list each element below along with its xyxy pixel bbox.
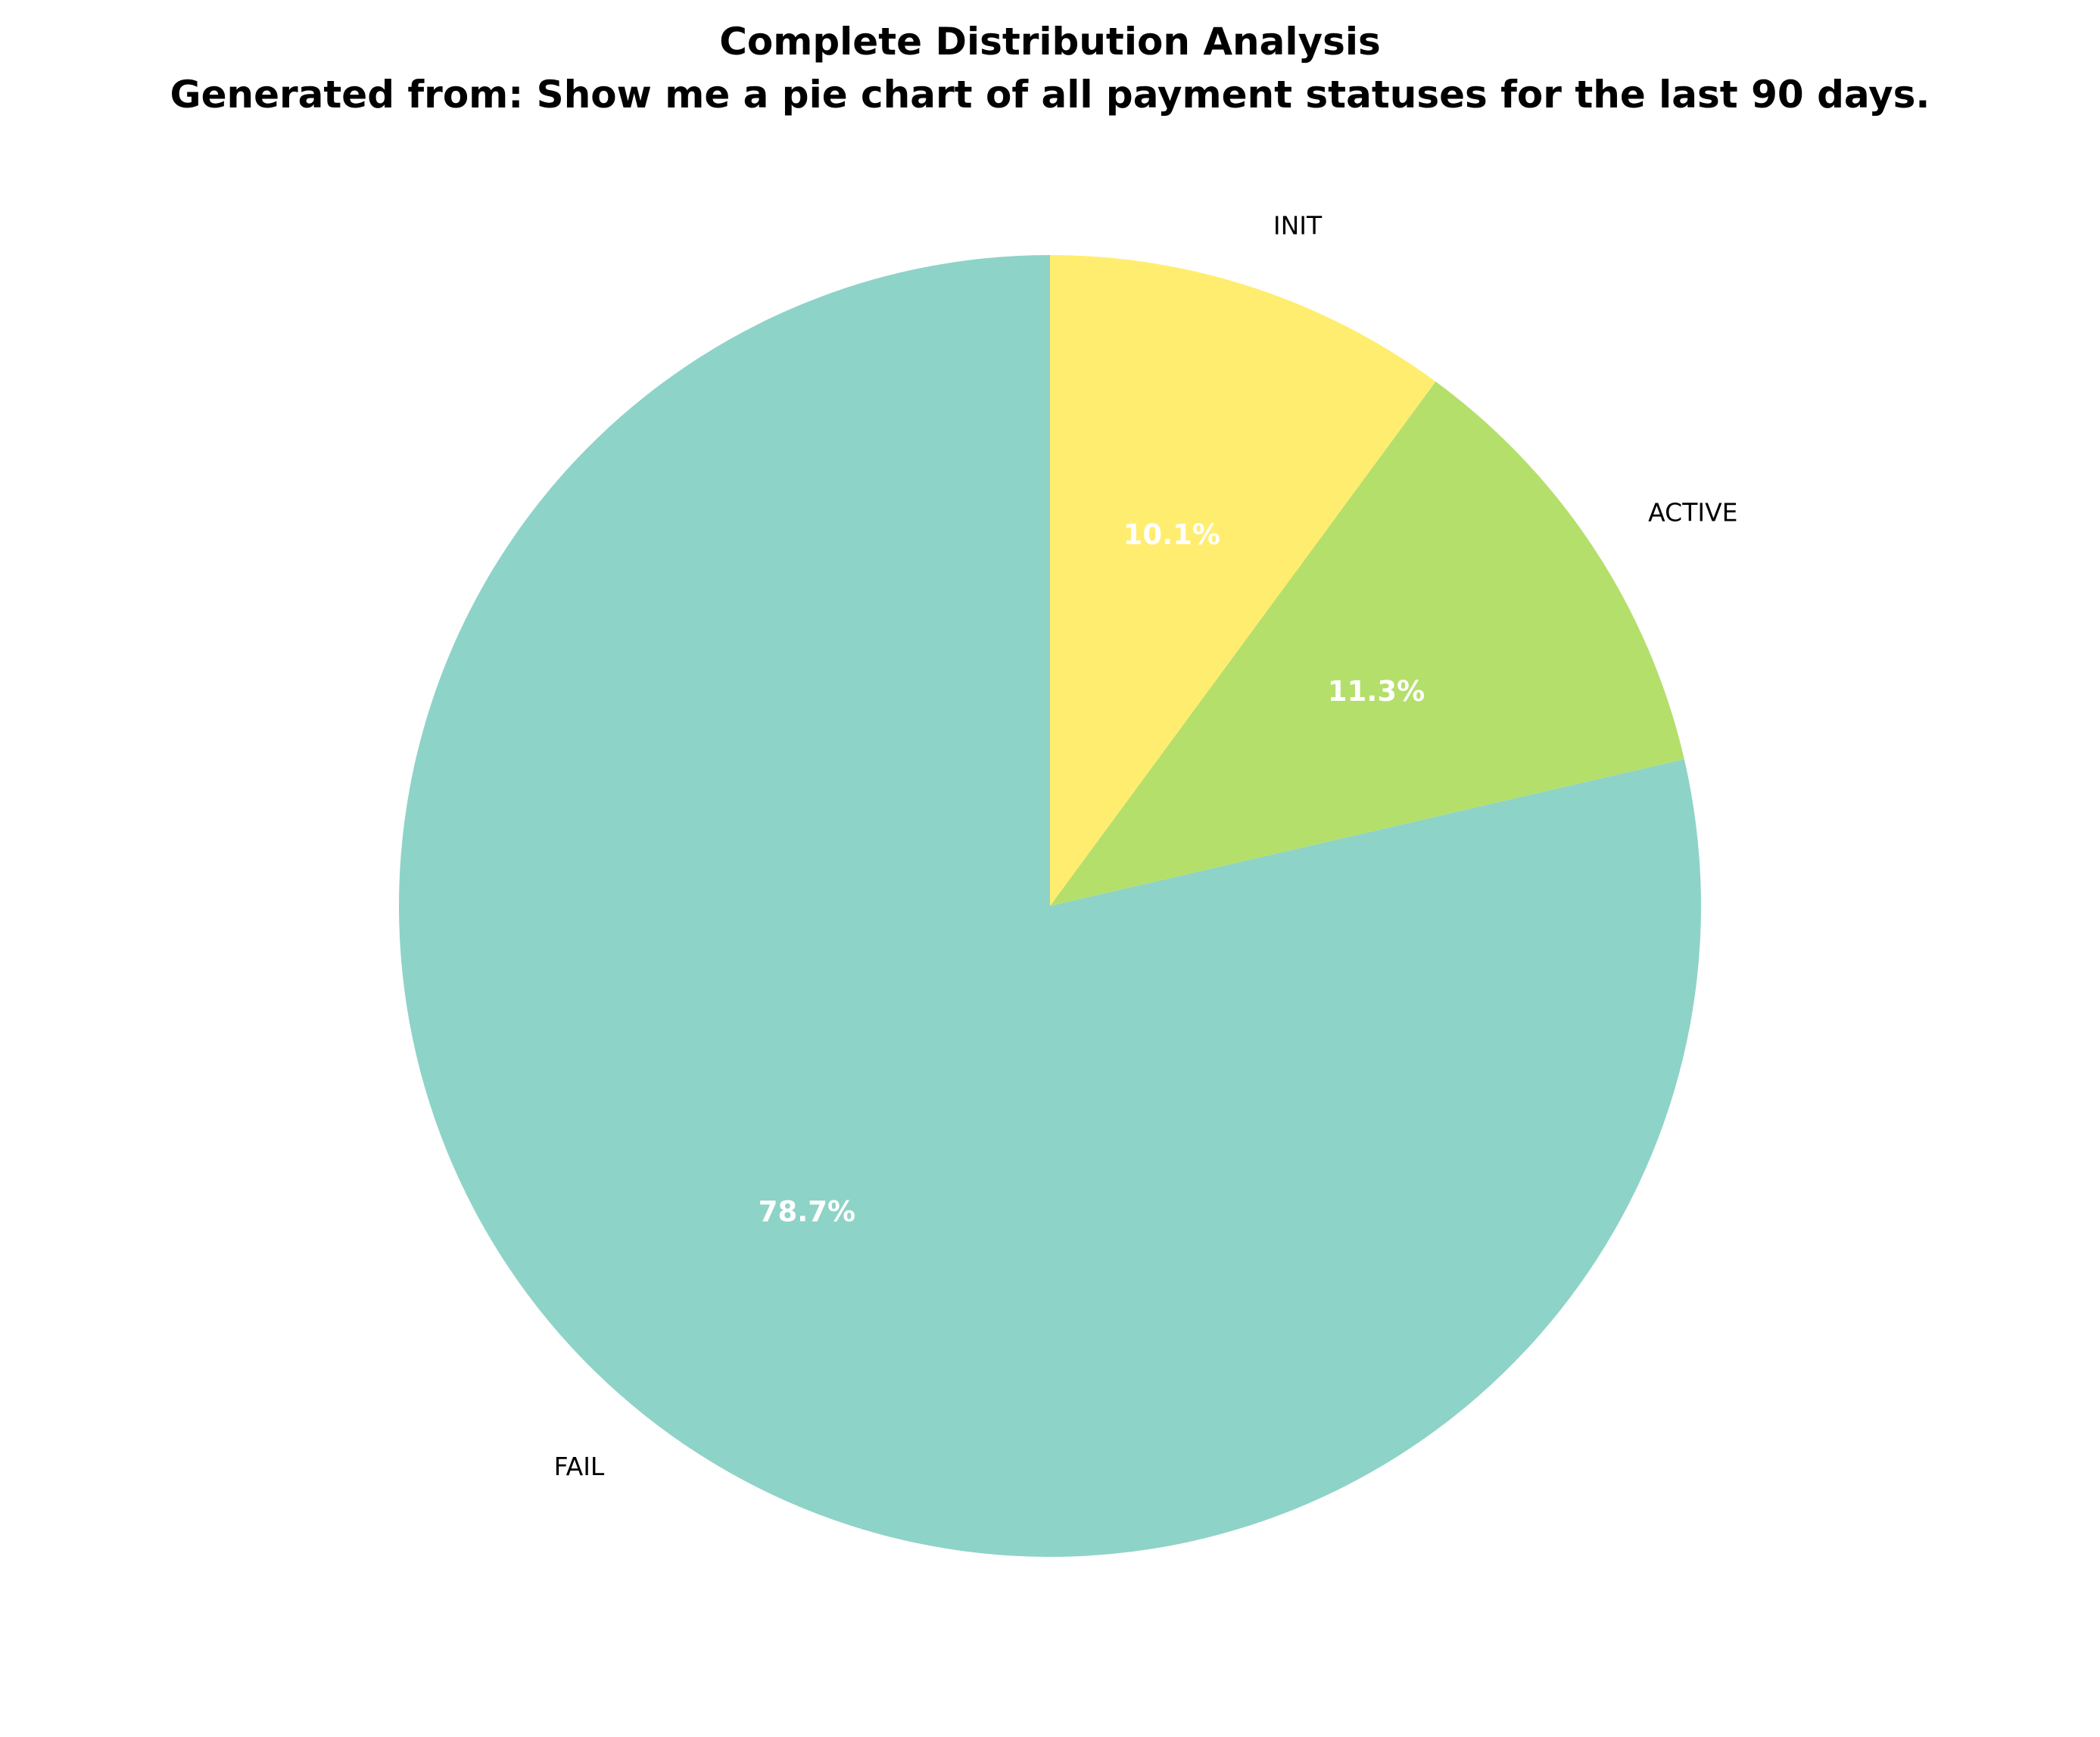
- slice-label-init: INIT: [1273, 211, 1323, 241]
- percent-label-fail: 78.7%: [759, 1195, 855, 1228]
- chart-title: Complete Distribution Analysis: [719, 20, 1381, 64]
- slice-label-fail: FAIL: [554, 1452, 605, 1481]
- percent-label-active: 11.3%: [1328, 675, 1425, 708]
- pie-slice-fail: [399, 255, 1701, 1558]
- chart-subtitle: Generated from: Show me a pie chart of a…: [170, 73, 1930, 117]
- pie-slice-init: [1050, 255, 1436, 906]
- pie-percent-labels: 78.7% 11.3% 10.1%: [759, 518, 1425, 1228]
- pie-slices: [399, 255, 1701, 1558]
- slice-label-active: ACTIVE: [1648, 497, 1737, 527]
- percent-label-init: 10.1%: [1123, 518, 1220, 551]
- pie-slice-active: [1050, 381, 1684, 906]
- pie-slice-labels: FAIL ACTIVE INIT: [554, 211, 1738, 1481]
